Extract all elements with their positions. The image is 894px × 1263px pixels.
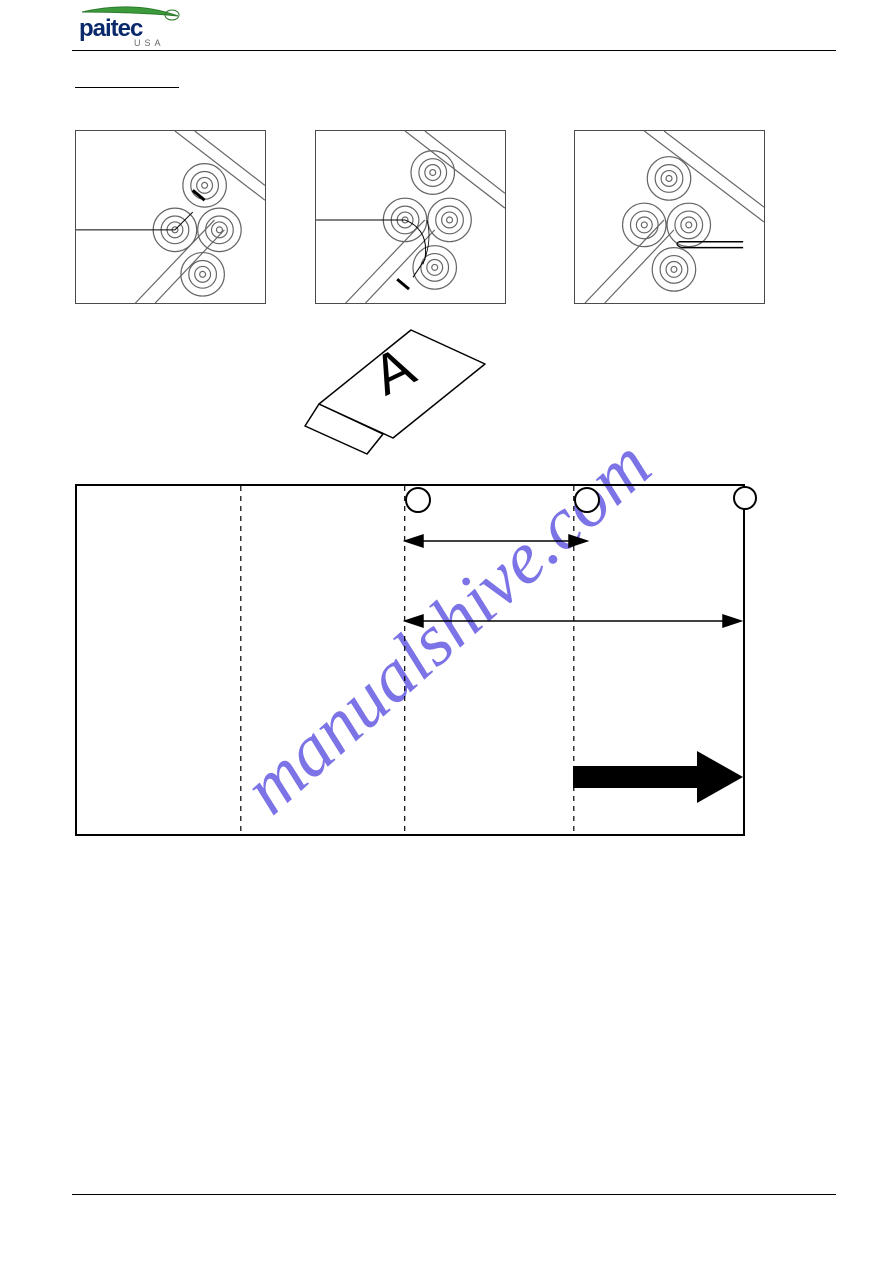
brand-logo: paitec USA — [74, 6, 184, 50]
header-rule — [72, 50, 836, 51]
section-heading-underline — [75, 70, 179, 88]
logo-subtext: USA — [134, 38, 165, 48]
footer-rule — [72, 1194, 836, 1195]
fold-layout-diagram — [75, 484, 745, 836]
roller-diagram-1 — [75, 130, 266, 304]
folded-sheet-a: A — [301, 326, 488, 460]
roller-diagram-2 — [315, 130, 506, 304]
roller-diagram-3 — [574, 130, 765, 304]
page: { "document": { "page_background": "#fff… — [0, 0, 894, 1263]
fold-marker-circle-outside — [733, 486, 757, 510]
